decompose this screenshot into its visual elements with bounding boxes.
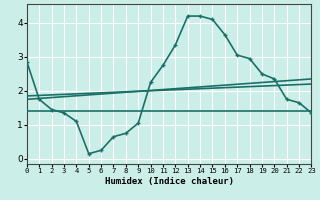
X-axis label: Humidex (Indice chaleur): Humidex (Indice chaleur) [105,177,234,186]
